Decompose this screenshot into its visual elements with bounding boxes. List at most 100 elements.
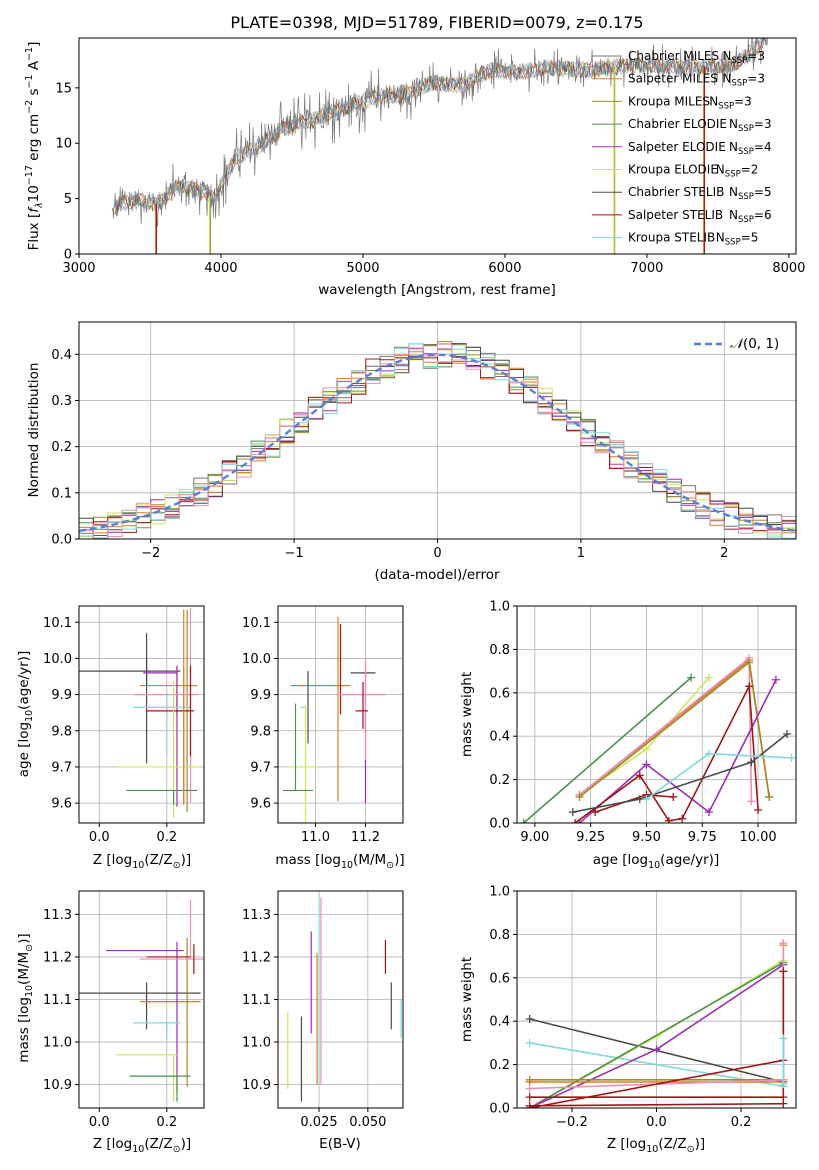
label-part: SSP	[725, 170, 741, 180]
plus-marker	[525, 1084, 534, 1093]
y-tick-label: 9.6	[51, 797, 72, 812]
axes-frame	[78, 321, 797, 540]
y-tick-label: 0.8	[489, 928, 510, 943]
plus-marker	[765, 792, 774, 801]
y-tick-label: 0.0	[51, 533, 72, 548]
figure-title: PLATE=0398, MJD=51789, FIBERID=0079, z=0…	[230, 13, 643, 32]
y-tick-label: 10.9	[43, 1078, 72, 1093]
label-part: =3	[747, 72, 765, 86]
plus-marker	[635, 771, 644, 780]
label-part: Kroupa ELODIE	[628, 163, 718, 177]
series-line-model-spectrum	[114, 38, 764, 212]
y-tick-label: 0.8	[489, 643, 510, 658]
series-line	[579, 660, 770, 798]
plus-marker	[575, 792, 584, 801]
label-part: =3	[747, 49, 765, 63]
plus-marker	[664, 816, 673, 823]
histogram-step-line	[79, 343, 796, 539]
plus-marker	[678, 814, 687, 823]
label-part: f	[26, 206, 42, 213]
label-part: N	[729, 117, 738, 131]
label-part: ]	[26, 42, 42, 47]
plot-area	[519, 654, 796, 823]
label-part: (0, 1)	[743, 336, 779, 352]
y-tick-label: 0.0	[489, 1102, 510, 1117]
legend-entry: Chabrier STELIB NSSP=5	[628, 185, 772, 202]
label-part: =5	[741, 231, 759, 245]
plot-area	[287, 897, 402, 1102]
plus-marker	[704, 808, 713, 817]
y-tick-label: 0.2	[489, 773, 510, 788]
y-tick-label: 10	[55, 137, 72, 152]
series-line	[529, 961, 784, 1108]
label-part: SSP	[738, 124, 754, 134]
label-part: A	[26, 60, 42, 74]
label-part: SSP	[718, 101, 734, 111]
label-part: ⊙	[24, 944, 35, 952]
x-tick-label: 4000	[204, 261, 237, 276]
x-axis-label: (data-model)/error	[374, 567, 500, 583]
y-tick-label: 10.0	[43, 652, 72, 667]
spectrum-panel: 3000 4000 5000 6000 7000 8000 0 5 10 15 wavelength…	[24, 37, 805, 298]
label-part: =3	[754, 117, 772, 131]
y-tick-label: 10.1	[242, 616, 271, 631]
label-part: Kroupa MILES	[628, 94, 710, 108]
y-tick-label: 11.2	[242, 950, 271, 965]
mass-vs-metallicity-panel: 0.0 0.210.911.011.111.211.3Z [log10(Z/Z⊙)…	[16, 890, 205, 1155]
label-part: 10	[646, 1144, 658, 1155]
label-part: 10	[24, 710, 35, 722]
x-tick-label: −2	[141, 546, 160, 561]
x-axis-label: Z [log10(Z/Z⊙)]	[93, 1136, 191, 1155]
label-part: −2	[24, 100, 35, 114]
label-part: Kroupa STELIB	[628, 231, 715, 245]
plus-marker	[779, 1099, 788, 1108]
y-tick-label: 0.2	[51, 440, 72, 455]
label-part: −1	[24, 47, 35, 61]
y-tick-label: 9.9	[250, 688, 271, 703]
label-part: 10	[648, 860, 660, 871]
x-tick-label: 7000	[630, 261, 663, 276]
label-part: ⊙	[173, 860, 181, 871]
plot-area	[111, 38, 768, 254]
plus-marker	[704, 673, 713, 682]
x-tick-label: 9.75	[688, 830, 717, 845]
legend-entry: 𝒩(0, 1)	[730, 336, 779, 352]
y-tick-label: 0.4	[489, 1015, 510, 1030]
y-tick-label: 11.2	[43, 950, 72, 965]
label-part: N	[722, 49, 731, 63]
label-part: Chabrier STELIB	[628, 185, 724, 199]
x-tick-label: 10.00	[739, 830, 776, 845]
label-part: SSP	[738, 192, 754, 202]
x-axis-label: mass [log10(M/M⊙)]	[275, 852, 404, 871]
axes-frame	[277, 890, 404, 1109]
label-part: =2	[741, 163, 759, 177]
series-line	[578, 679, 777, 823]
label-part: =3	[734, 94, 752, 108]
histogram-step-line	[79, 343, 796, 539]
y-tick-label: 11.1	[43, 993, 72, 1008]
mass-vs-ebv-panel: 0.025 0.050 10.9 11.0 11.1 11.2 11.3 E(B-V)	[242, 890, 404, 1152]
plot-area	[79, 341, 796, 539]
plot-area	[525, 939, 788, 1108]
plus-marker	[779, 939, 788, 948]
y-axis-label: age [log10(age/yr)]	[16, 651, 35, 777]
label-part: N	[729, 185, 738, 199]
y-tick-label: 0.4	[489, 730, 510, 745]
label-part: 10	[132, 860, 144, 871]
label-part: (M/M	[353, 852, 386, 868]
label-part: N	[709, 94, 718, 108]
x-tick-label: 9.25	[576, 830, 605, 845]
label-part: Z [log	[93, 1136, 132, 1152]
label-part: ⊙	[173, 1144, 181, 1155]
plot-area	[283, 616, 386, 823]
plot-area	[79, 899, 204, 1102]
x-axis-label: wavelength [Angstrom, rest frame]	[318, 282, 556, 298]
label-part: )]	[181, 852, 192, 868]
plot-area	[79, 607, 201, 818]
plus-marker	[669, 792, 678, 801]
label-part: N	[716, 163, 725, 177]
x-tick-label: 0.2	[731, 1115, 752, 1130]
label-part: mass [log	[275, 852, 341, 868]
x-axis-label: Z [log10(Z/Z⊙)]	[607, 1136, 705, 1155]
